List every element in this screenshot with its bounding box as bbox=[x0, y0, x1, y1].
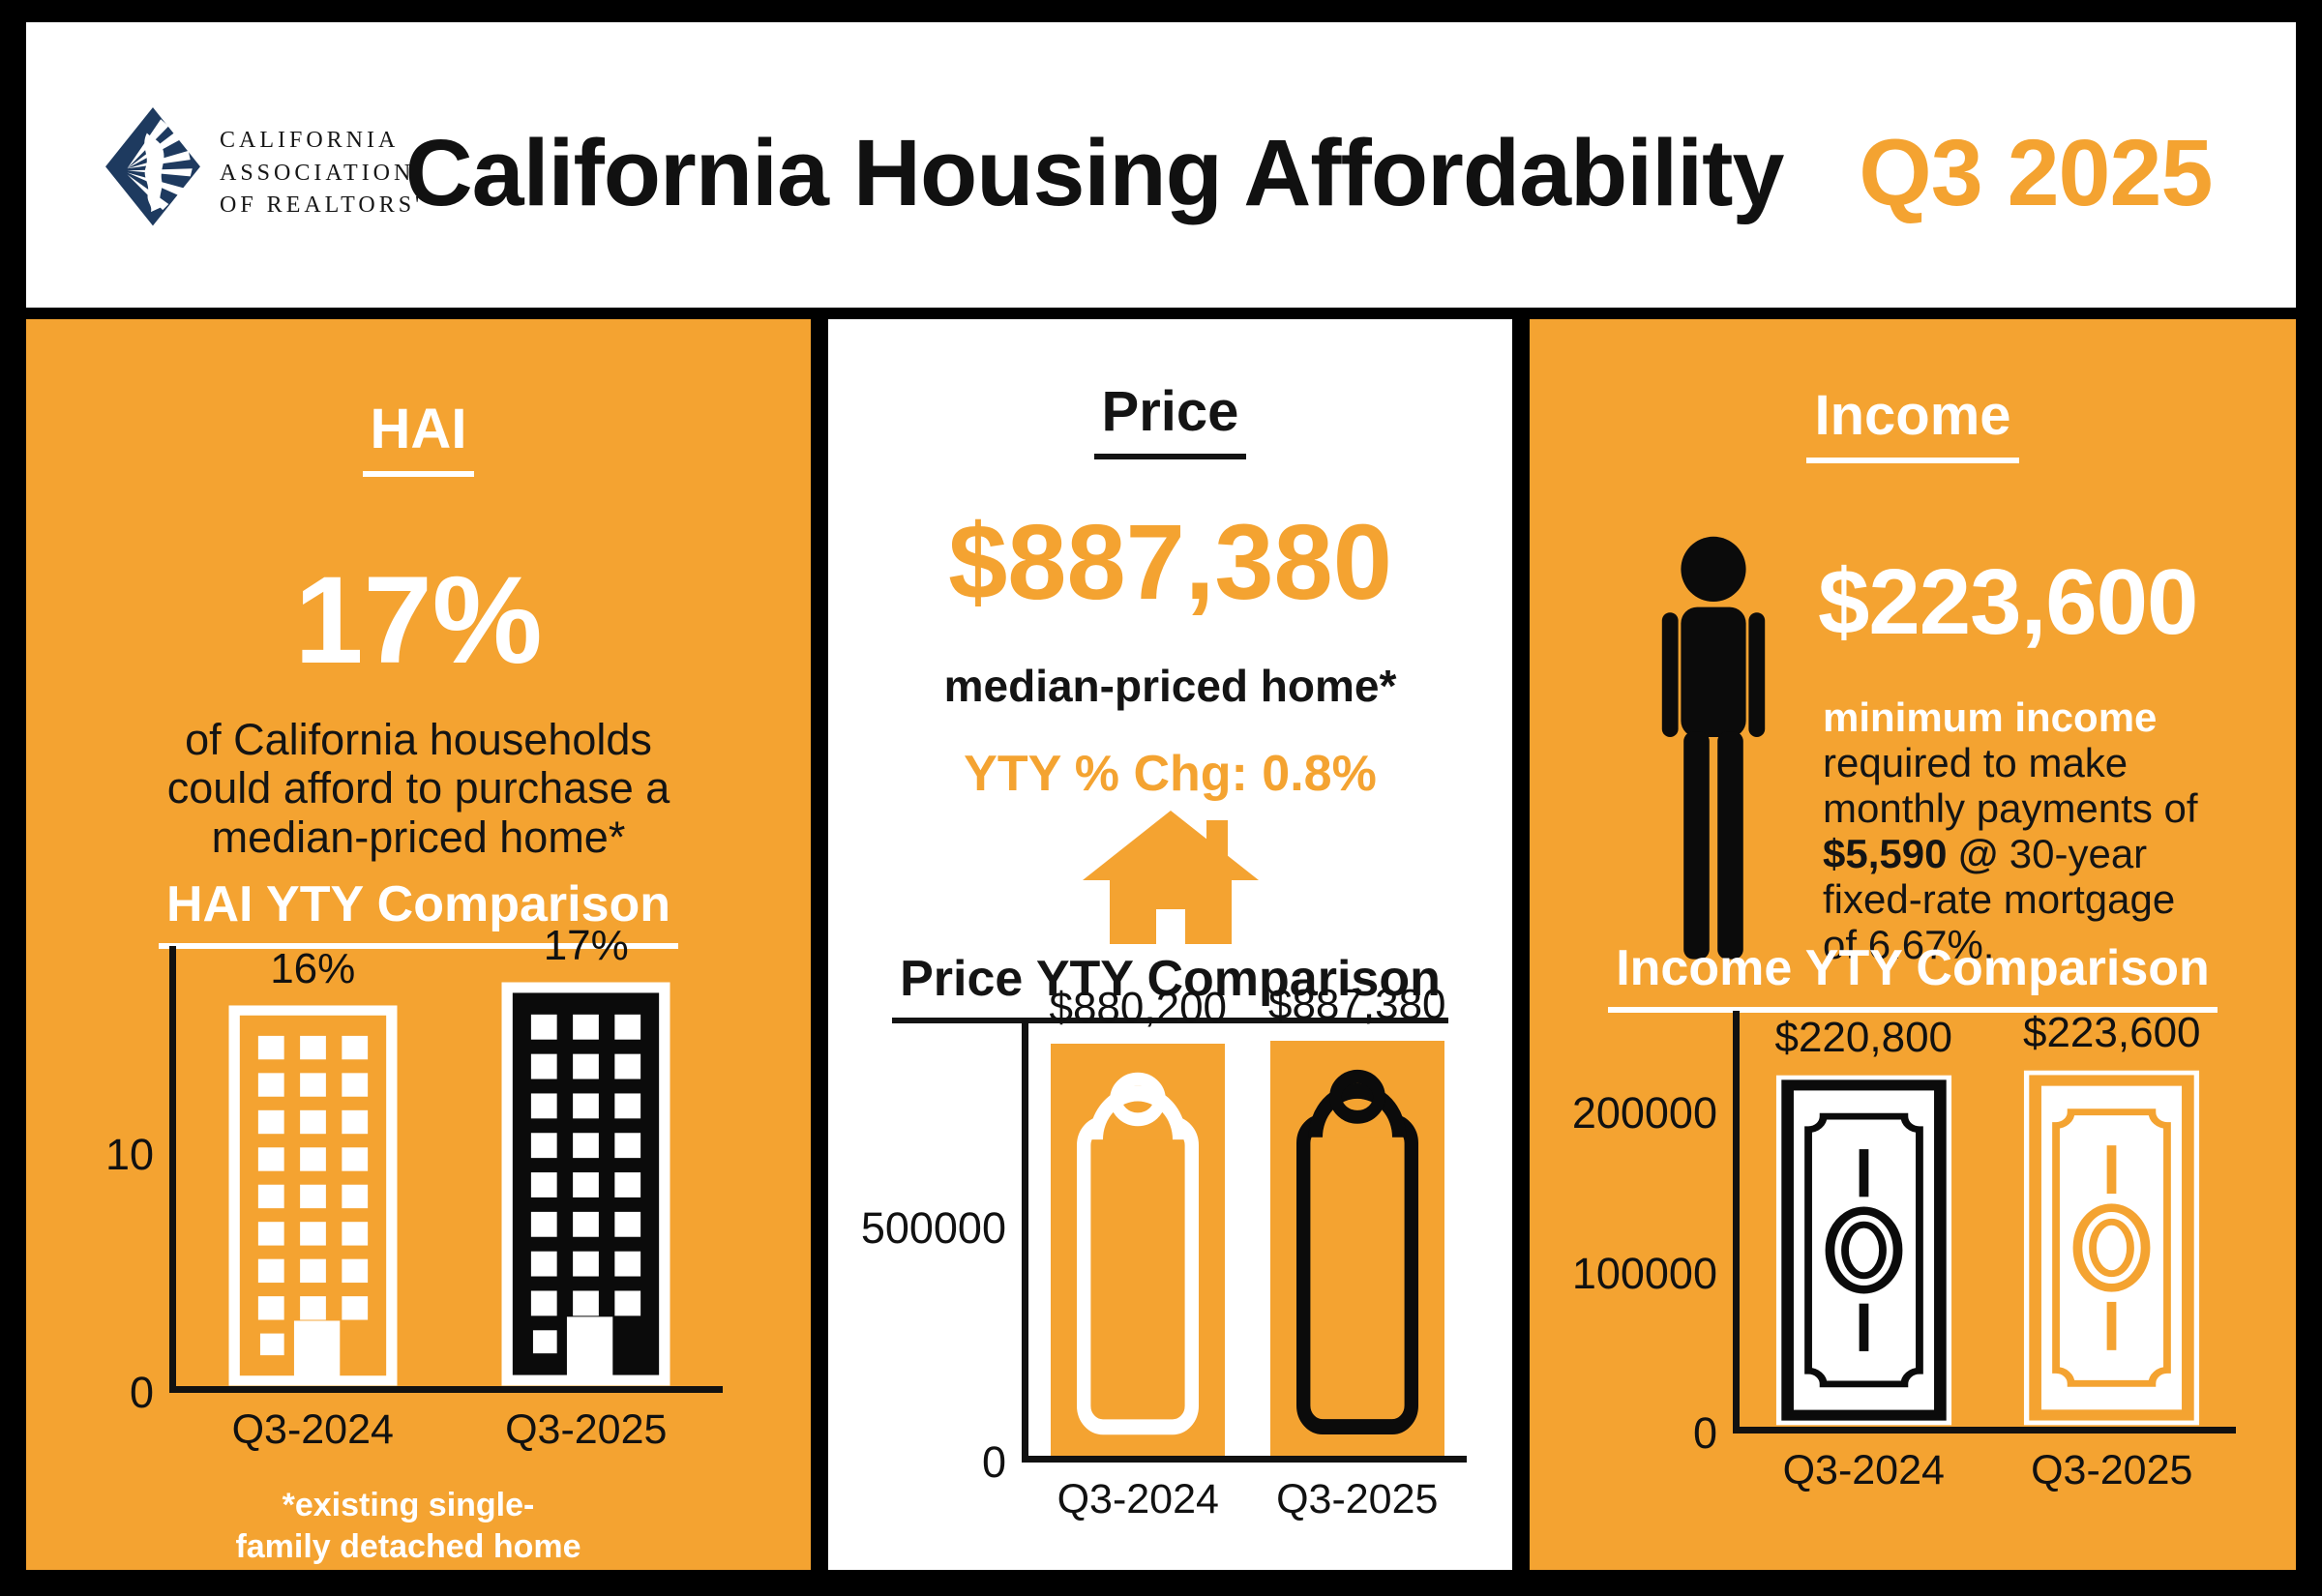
white-price-tag-bar-icon bbox=[1051, 1044, 1226, 1456]
price-chart-plot: $880,200 $887,380 bbox=[1022, 981, 1467, 1463]
price-panel: Price $887,380 median-priced home* YTY %… bbox=[828, 319, 1512, 1570]
price-chart: 0 500000 $880,200 bbox=[848, 981, 1467, 1523]
income-chart-y-axis: 0 100000 200000 bbox=[1559, 1011, 1733, 1458]
hai-bar-q3-2024: 16% bbox=[176, 945, 450, 1386]
bar-value-label: 17% bbox=[543, 922, 629, 969]
bar-value-label: $223,600 bbox=[2022, 1009, 2201, 1056]
logo-wordmark: CALIFORNIA ASSOCIATION OF REALTORS' bbox=[220, 125, 423, 222]
y-tick: 0 bbox=[1692, 1408, 1717, 1458]
hai-chart-x-labels: Q3-2024 Q3-2025 bbox=[176, 1393, 723, 1454]
income-title: Income bbox=[1530, 383, 2296, 463]
bar-value-label: $887,380 bbox=[1267, 981, 1446, 1028]
orange-dollar-bill-bar-icon bbox=[2022, 1069, 2201, 1427]
hai-bar-q3-2025: 17% bbox=[450, 922, 724, 1386]
x-label: Q3-2025 bbox=[505, 1406, 668, 1453]
black-building-bar-icon bbox=[501, 982, 670, 1386]
income-bar-q3-2025: $223,600 bbox=[1988, 1009, 2237, 1427]
hai-title: HAI bbox=[26, 397, 811, 477]
income-chart-title: Income YTY Comparison bbox=[1530, 939, 2296, 1013]
hai-value: 17% bbox=[294, 551, 543, 690]
page-title-main: California Housing Affordability bbox=[404, 120, 1785, 225]
price-chart-y-axis: 0 500000 bbox=[848, 1020, 1022, 1487]
income-chart: 0 100000 200000 $220,800 bbox=[1559, 1009, 2237, 1494]
y-tick: 200000 bbox=[1571, 1088, 1717, 1138]
price-title: Price bbox=[828, 379, 1512, 459]
price-value: $887,380 bbox=[948, 503, 1392, 622]
income-chart-plot: $220,800 $223,600 bbox=[1733, 1009, 2237, 1433]
car-diamond-logo-icon bbox=[104, 105, 202, 231]
logo-line-2: ASSOCIATION bbox=[220, 160, 415, 186]
price-chart-title: Price YTY Comparison bbox=[828, 950, 1512, 1023]
house-icon bbox=[1079, 805, 1263, 950]
x-label: Q3-2025 bbox=[1276, 1476, 1439, 1522]
x-label: Q3-2024 bbox=[1057, 1476, 1219, 1522]
orange-building-bar-icon bbox=[228, 1005, 398, 1386]
price-yty-change: YTY % Chg: 0.8% bbox=[964, 746, 1377, 802]
price-bar-q3-2024: $880,200 bbox=[1028, 984, 1248, 1456]
y-tick: 0 bbox=[129, 1368, 154, 1417]
x-label: Q3-2025 bbox=[2031, 1447, 2193, 1493]
y-tick: 500000 bbox=[860, 1203, 1006, 1254]
hai-description: of California households could afford to… bbox=[166, 715, 670, 862]
page-title-quarter: Q3 2025 bbox=[1859, 120, 2213, 225]
y-tick: 100000 bbox=[1571, 1248, 1717, 1298]
hai-panel: HAI 17% of California households could a… bbox=[26, 319, 811, 1570]
bar-value-label: 16% bbox=[270, 945, 356, 992]
price-bar-q3-2025: $887,380 bbox=[1248, 981, 1468, 1456]
bar-value-label: $220,800 bbox=[1774, 1014, 1953, 1061]
hai-chart-title: HAI YTY Comparison bbox=[26, 875, 811, 949]
person-icon bbox=[1646, 534, 1781, 960]
price-subtitle: median-priced home* bbox=[943, 661, 1397, 711]
income-panel: Income $223,600 minimum income required … bbox=[1530, 319, 2296, 1570]
income-description: minimum income required to make monthly … bbox=[1823, 695, 2198, 968]
x-label: Q3-2024 bbox=[231, 1406, 394, 1453]
income-bar-q3-2024: $220,800 bbox=[1740, 1014, 1988, 1427]
logo-line-3: OF REALTORS' bbox=[220, 192, 424, 219]
hai-chart-y-axis: 0 10 bbox=[94, 946, 169, 1417]
hai-chart: 0 10 16% bbox=[94, 922, 723, 1454]
black-dollar-bill-bar-icon bbox=[1774, 1074, 1953, 1427]
y-tick: 0 bbox=[981, 1437, 1006, 1487]
hai-footnote: *existing single- family detached home bbox=[235, 1487, 581, 1565]
y-tick: 10 bbox=[104, 1130, 154, 1180]
income-value: $223,600 bbox=[1818, 550, 2198, 654]
header-band: CALIFORNIA ASSOCIATION OF REALTORS' Cali… bbox=[26, 22, 2296, 308]
x-label: Q3-2024 bbox=[1782, 1447, 1945, 1493]
black-price-tag-bar-icon bbox=[1269, 1041, 1444, 1456]
hai-chart-plot: 16% bbox=[169, 922, 723, 1393]
bar-value-label: $880,200 bbox=[1049, 984, 1228, 1031]
page-title: California Housing Affordability Q3 2025 bbox=[360, 119, 2257, 227]
price-chart-x-labels: Q3-2024 Q3-2025 bbox=[1028, 1463, 1467, 1523]
income-chart-x-labels: Q3-2024 Q3-2025 bbox=[1740, 1433, 2236, 1494]
logo-line-1: CALIFORNIA bbox=[220, 128, 400, 153]
